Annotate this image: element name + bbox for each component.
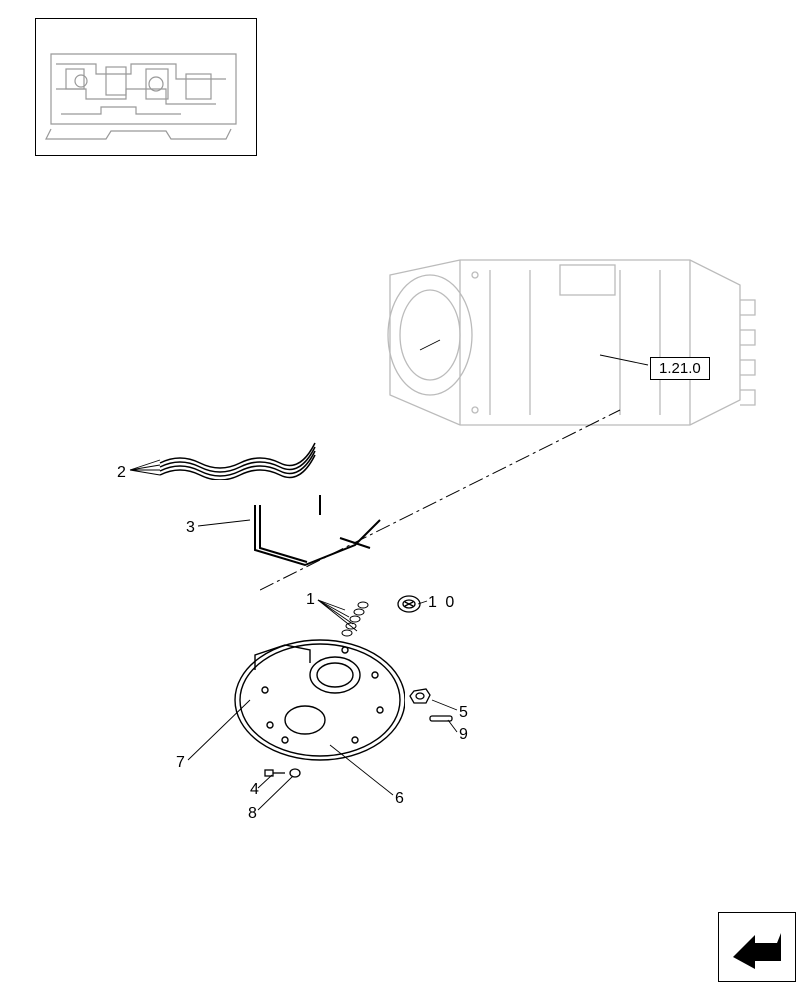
inset-thumbnail	[35, 18, 257, 156]
callout-7: 7	[176, 754, 185, 772]
callout-4: 4	[250, 781, 259, 799]
callout-6: 6	[395, 790, 404, 808]
callout-5: 5	[459, 704, 468, 722]
callout-8: 8	[248, 805, 257, 823]
callout-1: 1	[306, 591, 315, 609]
bent-pipe	[225, 490, 405, 575]
pin	[428, 712, 456, 726]
nav-arrow-container[interactable]	[718, 912, 796, 982]
callout-9: 9	[459, 726, 468, 744]
callout-10: 1 0	[428, 594, 456, 612]
callout-2: 2	[117, 464, 126, 482]
bolt-washer	[263, 760, 303, 790]
transmission-thumbnail-svg	[36, 19, 258, 157]
plug	[394, 592, 424, 617]
nav-arrow-icon	[727, 921, 787, 973]
wavy-tubes	[155, 425, 325, 480]
cover-plate	[215, 625, 405, 775]
reference-box: 1.21.0	[650, 357, 710, 380]
callout-3: 3	[186, 519, 195, 537]
nut-fitting	[408, 685, 436, 707]
